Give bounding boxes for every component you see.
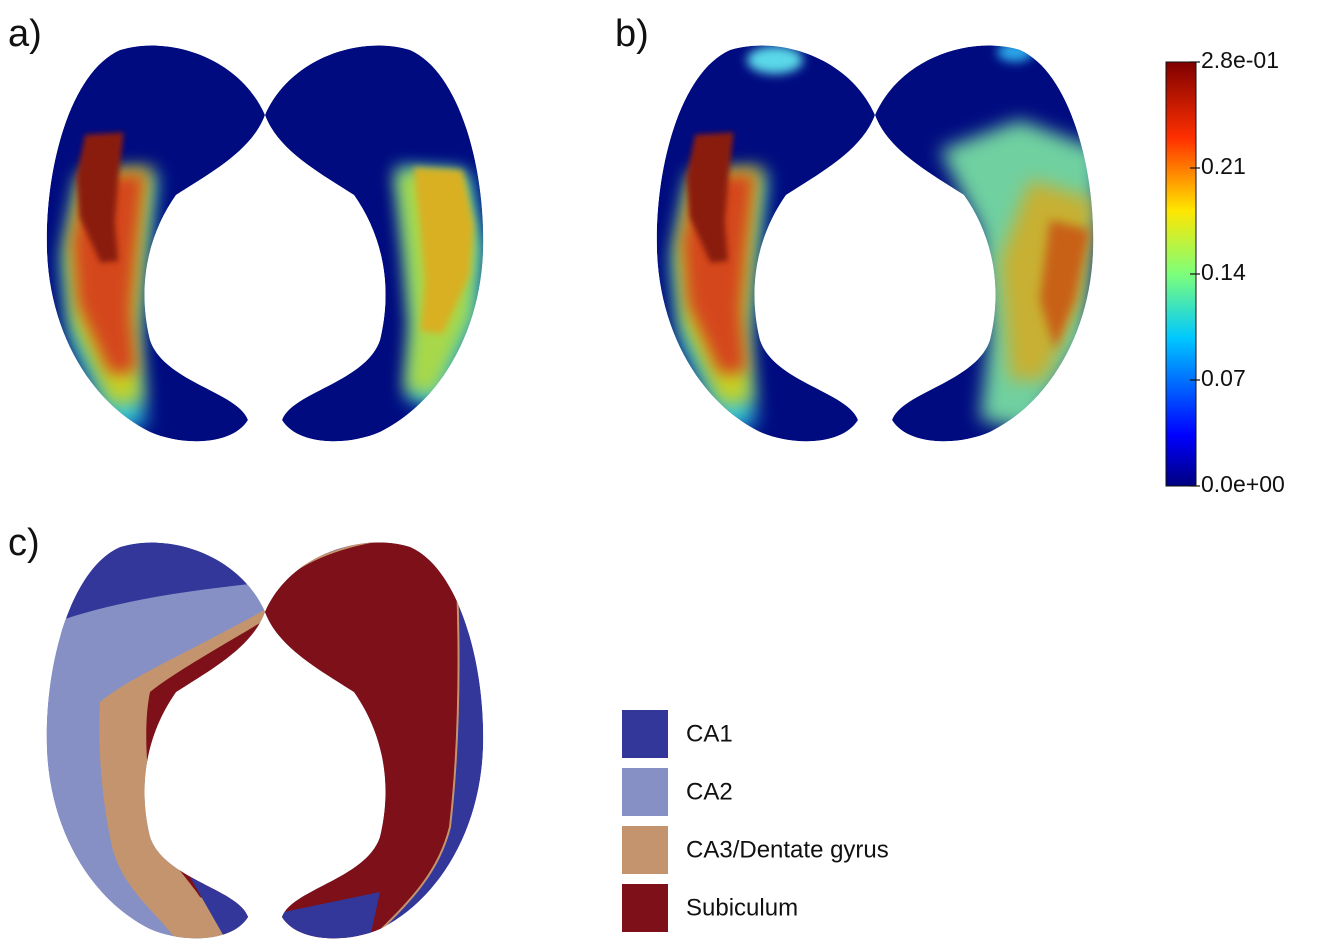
legend-label: CA2 — [686, 778, 733, 805]
legend-label: CA3/Dentate gyrus — [686, 836, 889, 863]
surface-b-left — [657, 46, 875, 442]
panel-label: b) — [615, 13, 649, 55]
colorbar-tick-label: 0.07 — [1201, 365, 1246, 391]
legend-swatch — [622, 768, 668, 816]
panel-label: a) — [8, 13, 42, 55]
colorbar-tick-label: 0.0e+00 — [1201, 471, 1285, 497]
surface-a-right — [265, 46, 484, 442]
colorbar-tick-label: 0.21 — [1201, 153, 1246, 179]
panel-label: c) — [8, 522, 40, 564]
legend-swatch — [622, 710, 668, 758]
figure: a) b) c) 2.8e-01 0.21 0.14 0.07 0.0e+00 CA1 CA… — [0, 0, 1329, 942]
legend-swatch — [622, 884, 668, 932]
legend-swatch — [622, 826, 668, 874]
surface-c-left — [0, 543, 270, 942]
surface-b-right — [875, 42, 1100, 441]
legend-label: Subiculum — [686, 894, 798, 921]
legend-label: CA1 — [686, 720, 733, 747]
colorbar-tick-label: 0.14 — [1201, 259, 1246, 285]
surface-a-left — [47, 46, 265, 442]
surface-c-right — [260, 536, 483, 942]
colorbar-tick-label: 2.8e-01 — [1201, 47, 1279, 73]
